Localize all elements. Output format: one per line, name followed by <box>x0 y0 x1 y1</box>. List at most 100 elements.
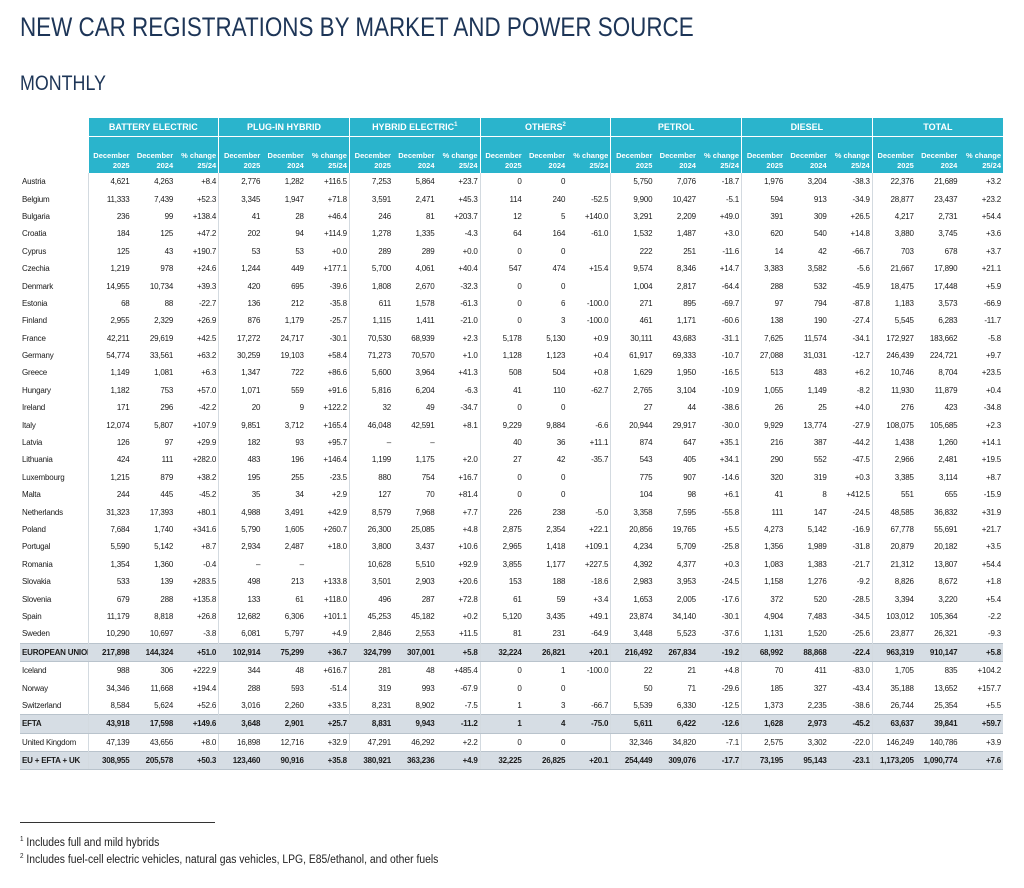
cell: 5,120 <box>479 607 524 626</box>
cell: +4.0 <box>854 403 870 413</box>
cell: 508 <box>479 364 524 382</box>
cell: 655 <box>944 490 958 500</box>
cell: 8,831 <box>348 714 393 734</box>
cell: 18,475 <box>871 277 916 295</box>
cell: 3,745 <box>938 229 958 239</box>
row-label: Czechia <box>22 264 50 274</box>
cell: +5.4 <box>986 594 1001 604</box>
group-name: BATTERY ELECTRIC <box>108 122 198 132</box>
cell: 68 <box>87 294 132 313</box>
column-header: December 2024 <box>654 136 698 173</box>
group-name: OTHERS <box>525 122 563 132</box>
cell: +71.8 <box>327 194 347 204</box>
country-row: United Kingdom 47,139 43,656 +8.0 16,898 12,7… <box>20 733 1003 752</box>
cell: +5.5 <box>986 700 1001 710</box>
cell: 17,272 <box>218 329 263 347</box>
cell: 254,449 <box>610 750 655 771</box>
cell: 0 <box>479 679 524 697</box>
cell: +2.0 <box>462 455 478 465</box>
cell: 114 <box>479 190 524 208</box>
cell: 41 <box>741 486 786 504</box>
empty-cell <box>567 243 611 260</box>
cell: +6.2 <box>854 368 870 378</box>
cell: -34.7 <box>460 403 478 413</box>
cell: 10,734 <box>149 281 174 291</box>
cell: +40.4 <box>458 264 478 274</box>
cell: 1,260 <box>938 438 958 448</box>
cell: 3,964 <box>415 368 435 378</box>
cell: 5,600 <box>348 364 393 382</box>
column-header-line: 2025 <box>504 161 522 170</box>
cell: 0 <box>479 661 524 680</box>
cell: +20.6 <box>458 577 478 587</box>
cell: 372 <box>741 590 786 608</box>
group-header: PETROL <box>610 118 742 137</box>
cell: 2,875 <box>479 520 524 539</box>
cell: 5,545 <box>871 312 916 330</box>
cell: +177.1 <box>323 264 347 274</box>
cell: 3,220 <box>938 594 958 604</box>
cell: -34.8 <box>983 403 1001 413</box>
cell: 2,901 <box>262 714 306 734</box>
cell: 4,904 <box>741 607 786 626</box>
column-header-line: December <box>267 151 304 160</box>
row-label: Spain <box>22 611 42 621</box>
cell: 7,625 <box>741 329 786 347</box>
cell: 2,575 <box>741 733 786 752</box>
cell: 2,209 <box>676 211 696 221</box>
cell: +1.8 <box>986 577 1001 587</box>
cell: 504 <box>552 368 566 378</box>
cell: 288 <box>741 277 786 295</box>
cell: 21,689 <box>934 177 958 187</box>
cell: -66.7 <box>852 246 870 256</box>
cell: +101.1 <box>323 611 347 621</box>
cell: 391 <box>741 207 786 226</box>
cell: +5.8 <box>436 642 481 662</box>
cell: 1 <box>479 696 524 715</box>
registrations-table: BATTERY ELECTRIC PLUG-IN HYBRID HYBRID ELE… <box>20 118 1003 771</box>
cell: +18.0 <box>327 542 347 552</box>
cell: -16.5 <box>721 368 740 378</box>
cell: 26,321 <box>934 629 958 639</box>
cell: +260.7 <box>323 525 347 534</box>
cell: +11.1 <box>589 438 609 448</box>
cell: 213 <box>291 577 304 587</box>
cell: 183,662 <box>929 333 958 343</box>
cell: +122.2 <box>323 403 347 413</box>
cell: 182 <box>218 433 263 452</box>
cell: -23.1 <box>828 750 873 771</box>
cell: +23.7 <box>458 177 478 187</box>
cell: 49 <box>426 403 435 413</box>
group-header: OTHERS2 <box>479 118 611 137</box>
cell: 42,211 <box>87 329 132 347</box>
footnote-text: Includes full and mild hybrids <box>26 836 160 849</box>
cell: 5,178 <box>479 329 524 347</box>
cell: +86.6 <box>327 368 347 378</box>
cell: 1,128 <box>479 346 524 365</box>
column-header: December 2025 <box>218 136 263 173</box>
cell: -45.2 <box>198 490 217 500</box>
cell: 1,356 <box>741 538 786 556</box>
cell: 1 <box>479 714 524 734</box>
cell: 1,171 <box>676 316 696 326</box>
cell: -5.1 <box>726 194 740 204</box>
cell: 35,188 <box>871 679 916 697</box>
cell: 4,988 <box>218 503 263 521</box>
cell: 133 <box>218 590 263 608</box>
cell: 1,175 <box>415 455 435 465</box>
cell: 21,667 <box>871 259 916 278</box>
cell: 2,903 <box>415 577 435 587</box>
cell: +54.4 <box>981 559 1001 569</box>
cell: 1,578 <box>415 298 435 308</box>
cell: 1,278 <box>348 225 393 243</box>
column-header: December 2025 <box>610 136 655 173</box>
cell: 2,966 <box>871 451 916 469</box>
cell: 61,917 <box>610 346 655 365</box>
cell: 552 <box>813 455 827 465</box>
cell: -66.9 <box>983 298 1001 308</box>
row-label: Hungary <box>22 385 51 395</box>
cell: -11.7 <box>984 316 1001 326</box>
cell: 5,130 <box>546 333 566 343</box>
country-row: Netherlands 31,323 17,393 +80.1 4,988 3,491 +4… <box>20 503 1003 521</box>
cell: 20,856 <box>610 520 655 539</box>
